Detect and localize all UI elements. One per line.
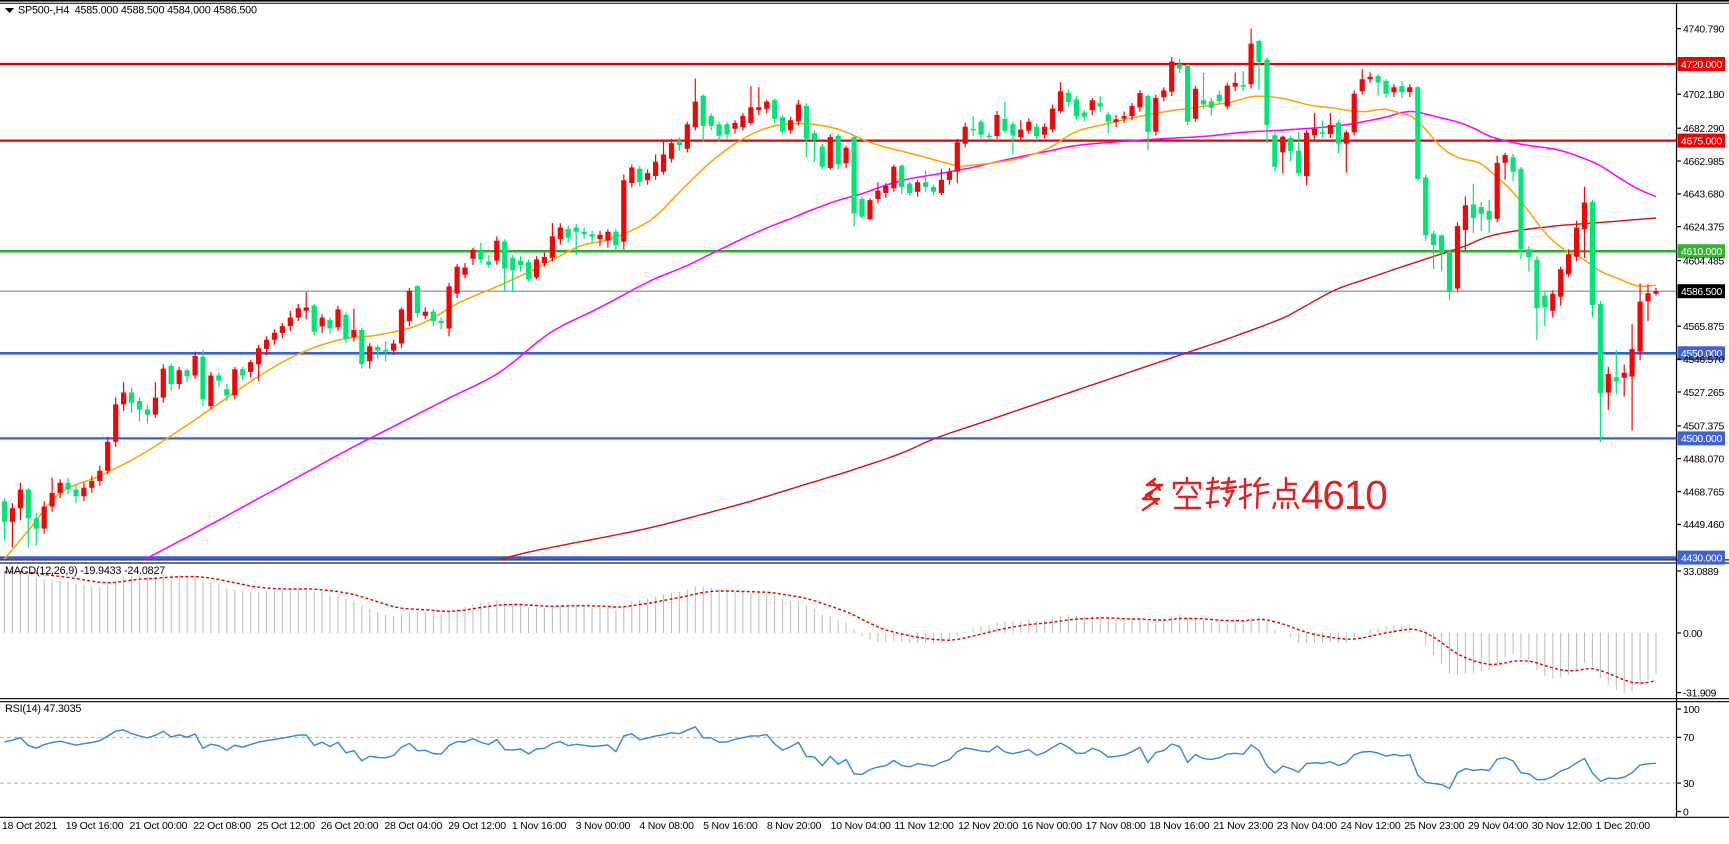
svg-text:4675.000: 4675.000	[1681, 136, 1722, 147]
svg-text:25 Oct 12:00: 25 Oct 12:00	[257, 820, 315, 832]
svg-text:4720.000: 4720.000	[1681, 60, 1722, 71]
svg-text:0: 0	[1683, 807, 1689, 818]
svg-text:SP500-,H4 4585.000 4588.500 4: SP500-,H4 4585.000 4588.500 4584.000 458…	[18, 5, 257, 17]
svg-text:4527.265: 4527.265	[1683, 388, 1724, 399]
svg-text:4507.375: 4507.375	[1683, 422, 1724, 433]
svg-text:18 Oct 2021: 18 Oct 2021	[2, 820, 57, 832]
svg-text:4643.680: 4643.680	[1683, 190, 1724, 201]
svg-text:19 Oct 16:00: 19 Oct 16:00	[66, 820, 124, 832]
svg-text:MACD(12,26,9) -19.9433 -24.082: MACD(12,26,9) -19.9433 -24.0827	[5, 565, 165, 577]
svg-text:17 Nov 08:00: 17 Nov 08:00	[1086, 820, 1146, 832]
svg-text:4662.985: 4662.985	[1683, 157, 1724, 168]
svg-text:4610.000: 4610.000	[1681, 247, 1722, 258]
svg-text:25 Nov 23:00: 25 Nov 23:00	[1404, 820, 1464, 832]
svg-text:-31.909: -31.909	[1683, 688, 1717, 699]
svg-text:4488.070: 4488.070	[1683, 455, 1724, 466]
svg-text:30: 30	[1683, 779, 1694, 790]
svg-text:4550.000: 4550.000	[1681, 349, 1722, 360]
svg-text:RSI(14) 47.3035: RSI(14) 47.3035	[5, 703, 81, 715]
svg-text:10 Nov 04:00: 10 Nov 04:00	[831, 820, 891, 832]
svg-text:26 Oct 20:00: 26 Oct 20:00	[321, 820, 379, 832]
svg-text:18 Nov 16:00: 18 Nov 16:00	[1149, 820, 1209, 832]
svg-text:21 Nov 23:00: 21 Nov 23:00	[1213, 820, 1273, 832]
svg-text:4610: 4610	[1301, 472, 1387, 518]
svg-text:11 Nov 12:00: 11 Nov 12:00	[894, 820, 954, 832]
svg-text:4430.000: 4430.000	[1681, 553, 1722, 564]
svg-text:29 Nov 04:00: 29 Nov 04:00	[1468, 820, 1528, 832]
svg-text:22 Oct 08:00: 22 Oct 08:00	[193, 820, 251, 832]
svg-text:4 Nov 08:00: 4 Nov 08:00	[639, 820, 694, 832]
svg-text:0.00: 0.00	[1683, 629, 1703, 640]
svg-text:28 Oct 04:00: 28 Oct 04:00	[384, 820, 442, 832]
svg-text:1 Nov 16:00: 1 Nov 16:00	[512, 820, 567, 832]
svg-text:12 Nov 20:00: 12 Nov 20:00	[958, 820, 1018, 832]
svg-text:23 Nov 04:00: 23 Nov 04:00	[1277, 820, 1337, 832]
svg-text:29 Oct 12:00: 29 Oct 12:00	[448, 820, 506, 832]
svg-text:16 Nov 00:00: 16 Nov 00:00	[1022, 820, 1082, 832]
svg-text:8 Nov 20:00: 8 Nov 20:00	[767, 820, 822, 832]
svg-text:4740.790: 4740.790	[1683, 24, 1724, 35]
svg-text:21 Oct 00:00: 21 Oct 00:00	[130, 820, 188, 832]
svg-text:3 Nov 00:00: 3 Nov 00:00	[576, 820, 631, 832]
svg-text:4449.460: 4449.460	[1683, 520, 1724, 531]
svg-text:24 Nov 12:00: 24 Nov 12:00	[1341, 820, 1401, 832]
svg-text:4546.570: 4546.570	[1683, 355, 1724, 366]
svg-text:4468.765: 4468.765	[1683, 487, 1724, 498]
svg-text:70: 70	[1683, 733, 1694, 744]
svg-text:4604.485: 4604.485	[1683, 256, 1724, 267]
svg-text:4702.180: 4702.180	[1683, 90, 1724, 101]
svg-text:4500.000: 4500.000	[1681, 434, 1722, 445]
svg-text:4586.500: 4586.500	[1681, 287, 1722, 298]
svg-text:5 Nov 16:00: 5 Nov 16:00	[703, 820, 758, 832]
svg-text:30 Nov 12:00: 30 Nov 12:00	[1532, 820, 1592, 832]
svg-text:100: 100	[1683, 705, 1700, 716]
svg-text:4682.290: 4682.290	[1683, 124, 1724, 135]
svg-text:1 Dec 20:00: 1 Dec 20:00	[1596, 820, 1651, 832]
svg-text:4565.875: 4565.875	[1683, 322, 1724, 333]
svg-text:33.0889: 33.0889	[1683, 567, 1719, 578]
svg-text:4624.375: 4624.375	[1683, 223, 1724, 234]
